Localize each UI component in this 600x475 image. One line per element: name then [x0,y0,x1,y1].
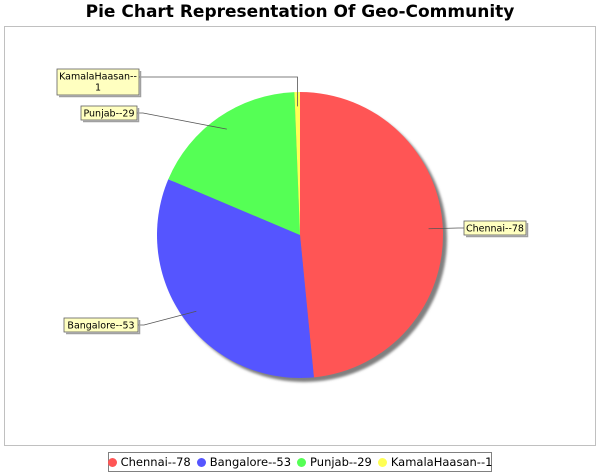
callout-box-punjab [80,105,138,121]
legend: Chennai--78 Bangalore--53 Punjab--29 Kam… [107,452,493,472]
callout-line-punjab [137,112,227,130]
callout-label-punjab: Punjab--29 [83,109,134,120]
callout-box-chennai [463,220,527,236]
callout-label-kamalahaasan: KamalaHaasan-- [59,72,137,83]
callout-label-kamalahaasan: 1 [95,83,101,94]
pie-callouts: Chennai--78 Bangalore--53 Punjab--29 Kamala… [56,68,529,335]
callout-box-bangalore [63,317,139,333]
legend-swatch [107,457,117,467]
callout-box-shadow [59,71,142,98]
pie-slices [156,92,444,379]
pie-slice-punjab [168,92,300,235]
pie-slice-kamalahaasan [294,92,300,235]
legend-label: KamalaHaasan--1 [390,455,493,469]
callout-label-bangalore: Bangalore--53 [67,321,134,332]
legend-item-bangalore: Bangalore--53 [196,455,292,469]
callout-label-chennai: Chennai--78 [466,224,524,235]
legend-swatch [297,457,307,467]
callout-line-kamalahaasan [139,76,298,107]
legend-label: Chennai--78 [120,455,191,469]
callout-box-kamalahaasan [56,68,140,96]
legend-item-kamalahaasan: KamalaHaasan--1 [377,455,493,469]
callout-line-chennai [428,227,464,230]
legend-label: Punjab--29 [310,455,372,469]
callout-box-shadow [83,108,140,123]
pie-chart: Chennai--78 Bangalore--53 Punjab--29 Kamala… [56,68,529,382]
callout-box-shadow [66,320,141,335]
pie-slice-bangalore [156,179,314,379]
legend-swatch [196,457,206,467]
callout-box-shadow [466,223,529,238]
chart-title: Pie Chart Representation Of Geo-Communit… [85,2,515,22]
legend-label: Bangalore--53 [209,455,292,469]
legend-swatch [377,457,387,467]
legend-item-chennai: Chennai--78 [107,455,191,469]
pie-slice-chennai [300,92,444,378]
legend-item-punjab: Punjab--29 [297,455,372,469]
